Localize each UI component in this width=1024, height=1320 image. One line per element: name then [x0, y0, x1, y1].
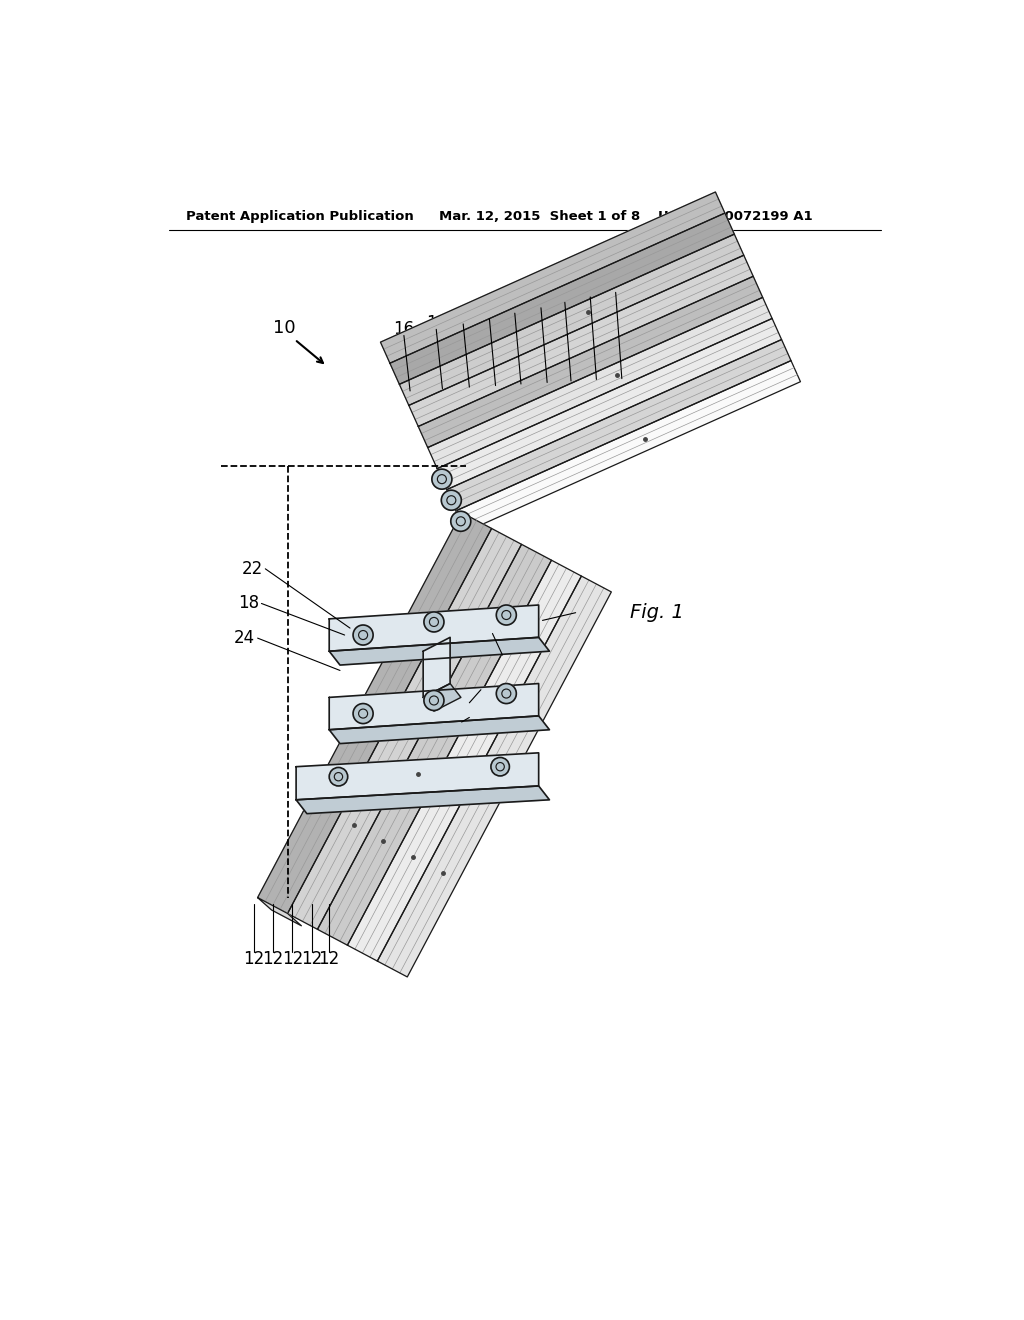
Polygon shape [296, 752, 539, 800]
Polygon shape [423, 684, 461, 711]
Text: 20: 20 [438, 788, 459, 807]
Polygon shape [428, 297, 772, 469]
Text: 14: 14 [579, 603, 599, 622]
Polygon shape [409, 255, 754, 426]
Circle shape [451, 511, 471, 532]
Text: 18: 18 [238, 594, 259, 612]
Text: 24: 24 [233, 630, 255, 647]
Text: US 2015/0072199 A1: US 2015/0072199 A1 [658, 210, 813, 223]
Polygon shape [378, 576, 611, 977]
Circle shape [353, 704, 373, 723]
Text: 12: 12 [301, 950, 323, 968]
Polygon shape [381, 191, 725, 363]
Text: 26: 26 [479, 304, 500, 321]
Text: 22: 22 [503, 648, 524, 667]
Text: 22: 22 [242, 560, 263, 578]
Text: 12: 12 [318, 950, 340, 968]
Text: 16: 16 [530, 293, 552, 310]
Polygon shape [258, 898, 301, 925]
Text: 12: 12 [262, 950, 284, 968]
Polygon shape [423, 638, 451, 697]
Polygon shape [258, 512, 492, 913]
Circle shape [490, 758, 509, 776]
Text: 18: 18 [477, 681, 499, 698]
Polygon shape [456, 511, 473, 549]
Circle shape [330, 767, 348, 785]
Polygon shape [296, 785, 550, 813]
Text: Mar. 12, 2015  Sheet 1 of 8: Mar. 12, 2015 Sheet 1 of 8 [438, 210, 640, 223]
Circle shape [432, 469, 452, 490]
Circle shape [424, 612, 444, 632]
Text: Patent Application Publication: Patent Application Publication [186, 210, 414, 223]
Text: 24: 24 [469, 709, 489, 726]
Text: 16: 16 [453, 309, 474, 327]
Polygon shape [347, 560, 582, 961]
Circle shape [497, 605, 516, 626]
Text: 12: 12 [282, 950, 303, 968]
Text: 12: 12 [243, 950, 264, 968]
Circle shape [424, 690, 444, 710]
Polygon shape [399, 234, 743, 405]
Polygon shape [456, 360, 801, 532]
Text: 26: 26 [605, 277, 627, 296]
Text: Fig. 1: Fig. 1 [630, 603, 683, 622]
Text: 10: 10 [273, 319, 296, 337]
Text: 14: 14 [426, 314, 446, 333]
Polygon shape [418, 276, 763, 447]
Polygon shape [330, 605, 539, 651]
Text: 16: 16 [580, 282, 601, 300]
Polygon shape [330, 684, 539, 730]
Polygon shape [437, 318, 781, 490]
Polygon shape [446, 339, 791, 511]
Text: 26: 26 [554, 288, 575, 305]
Polygon shape [288, 528, 521, 929]
Text: 14: 14 [504, 298, 525, 315]
Circle shape [353, 626, 373, 645]
Polygon shape [330, 715, 550, 743]
Polygon shape [330, 638, 550, 665]
Polygon shape [390, 213, 734, 384]
Text: 16: 16 [393, 321, 415, 338]
Circle shape [441, 490, 462, 511]
Polygon shape [317, 544, 552, 945]
Circle shape [497, 684, 516, 704]
